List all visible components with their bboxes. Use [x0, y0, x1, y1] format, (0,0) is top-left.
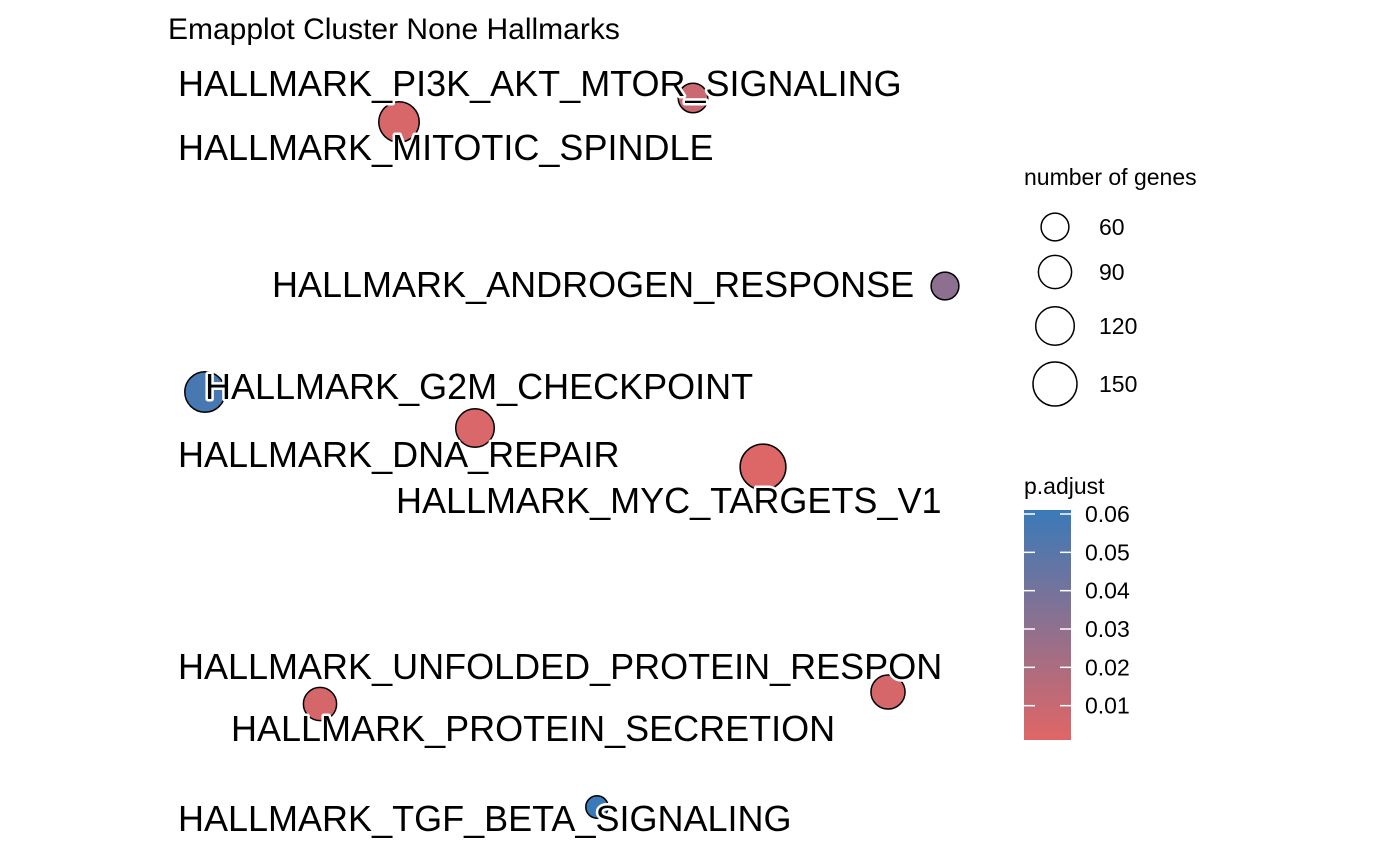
node-point: [677, 82, 709, 114]
node-label: HALLMARK_TGF_BETA_SIGNALING: [178, 798, 792, 839]
size-legend-label: 90: [1099, 259, 1125, 285]
color-legend-label: 0.02: [1085, 654, 1130, 680]
node-label: HALLMARK_MYC_TARGETS_V1: [396, 480, 942, 521]
size-legend-label: 60: [1099, 214, 1125, 240]
node-label: HALLMARK_PI3K_AKT_MTOR_SIGNALING: [178, 63, 902, 104]
color-legend-label: 0.06: [1085, 501, 1130, 527]
node-label: HALLMARK_UNFOLDED_PROTEIN_RESPON: [178, 646, 942, 687]
node-label: HALLMARK_G2M_CHECKPOINT: [205, 366, 753, 407]
node-point: [184, 371, 226, 413]
node-point: [930, 271, 960, 301]
node-point: [739, 443, 787, 491]
size-legend-key: [1040, 212, 1070, 242]
color-legend-label: 0.04: [1085, 578, 1130, 604]
size-legend-key: [1034, 305, 1076, 347]
node-point: [870, 674, 906, 710]
size-legend-label: 120: [1099, 313, 1137, 339]
size-legend-key: [1032, 361, 1078, 407]
node-point: [454, 407, 496, 449]
node-point: [378, 101, 420, 143]
color-legend-label: 0.05: [1085, 539, 1130, 565]
node-layer: [184, 82, 960, 819]
node-label: HALLMARK_DNA_REPAIR: [178, 434, 619, 475]
color-legend-title: p.adjust: [1024, 473, 1105, 499]
node-label: HALLMARK_ANDROGEN_RESPONSE: [272, 264, 914, 305]
color-legend-label: 0.03: [1085, 616, 1130, 642]
color-legend: p.adjust 0.06 0.05 0.04 0.03 0.02 0.01: [1024, 473, 1130, 740]
node-point: [302, 686, 338, 722]
size-legend: number of genes 60 90 120 150: [1024, 164, 1197, 407]
size-legend-label: 150: [1099, 371, 1137, 397]
node-label: HALLMARK_PROTEIN_SECRETION: [231, 708, 835, 749]
size-legend-title: number of genes: [1024, 164, 1197, 190]
size-legend-key: [1037, 254, 1073, 290]
color-legend-label: 0.01: [1085, 693, 1130, 719]
label-layer: HALLMARK_PI3K_AKT_MTOR_SIGNALING HALLMARK…: [176, 61, 945, 842]
node-label: HALLMARK_MITOTIC_SPINDLE: [178, 127, 713, 168]
node-point: [585, 795, 609, 819]
color-bar: [1024, 510, 1071, 740]
chart-title: Emapplot Cluster None Hallmarks: [168, 13, 620, 46]
